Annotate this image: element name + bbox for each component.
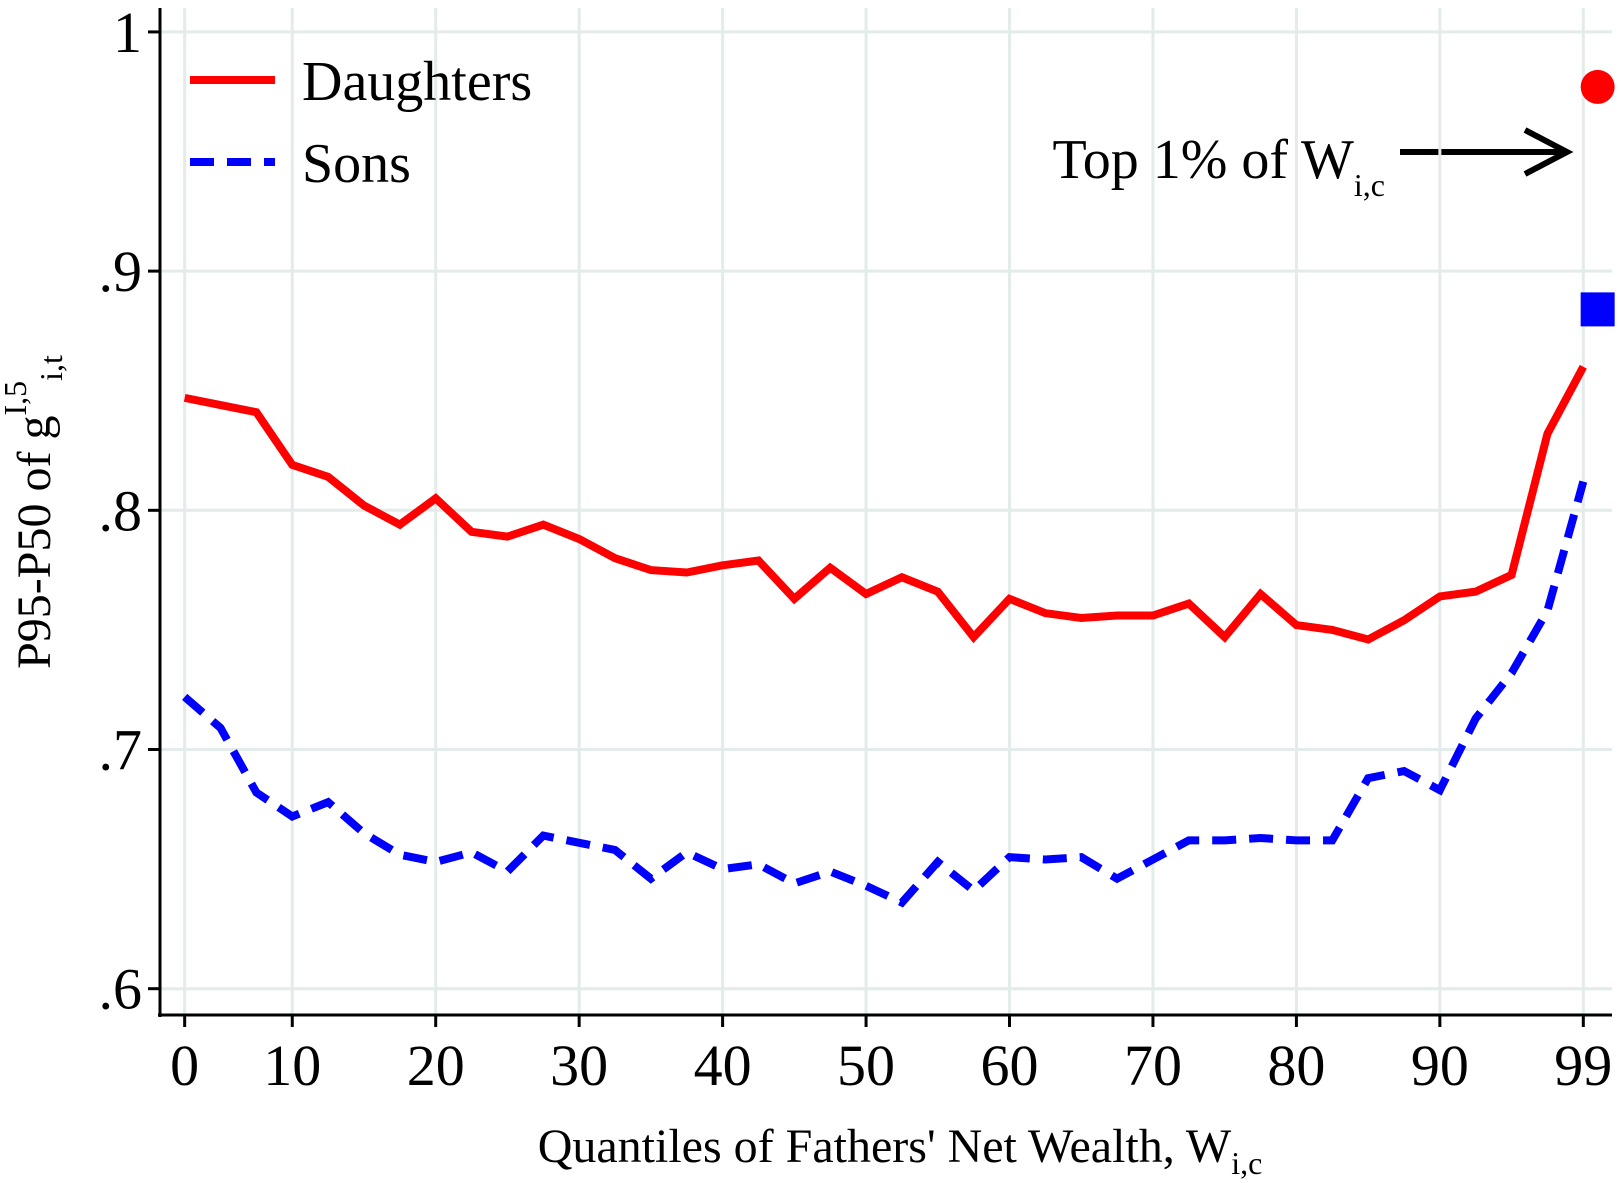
y-axis-title: P95-P50 of gI,5i,t xyxy=(0,355,69,669)
x-axis-title: Quantiles of Fathers' Net Wealth, Wi,c xyxy=(538,1120,1263,1181)
x-tick-label: 70 xyxy=(1124,1033,1182,1098)
y-axis-title-sup: I,5 xyxy=(0,381,33,416)
x-tick-label: 10 xyxy=(263,1033,321,1098)
legend-label: Sons xyxy=(302,133,411,195)
x-tick-label: 99 xyxy=(1554,1033,1612,1098)
x-axis-title-text: Quantiles of Fathers' Net Wealth, W xyxy=(538,1120,1232,1173)
legend-label: Daughters xyxy=(302,51,532,113)
x-tick-label: 60 xyxy=(981,1033,1039,1098)
x-tick-label: 50 xyxy=(837,1033,895,1098)
annotation-arrow xyxy=(1400,127,1574,177)
x-tick-label: 30 xyxy=(550,1033,608,1098)
x-tick-label: 80 xyxy=(1267,1033,1325,1098)
x-tick-label: 0 xyxy=(170,1033,199,1098)
series-line xyxy=(183,364,1587,644)
y-tick-label: .7 xyxy=(99,717,143,782)
y-tick-label: .8 xyxy=(99,478,143,543)
annotation-sub: i,c xyxy=(1354,167,1385,203)
y-tick-label: 1 xyxy=(113,0,142,65)
grid xyxy=(160,8,1612,1015)
x-tick-label: 90 xyxy=(1411,1033,1469,1098)
arrow-head xyxy=(1523,127,1574,177)
y-axis-title-text: P95-P50 of g xyxy=(8,416,61,669)
series-line xyxy=(182,480,1588,908)
y-tick-label: .6 xyxy=(99,957,143,1022)
annotation-text: Top 1% of W xyxy=(1052,129,1354,191)
x-axis-title-sub: i,c xyxy=(1231,1145,1262,1181)
y-tick-label: .9 xyxy=(99,239,143,304)
y-axis-title-sub: i,t xyxy=(33,355,69,381)
annotation: Top 1% of Wi,c xyxy=(1052,129,1385,203)
x-tick-label: 40 xyxy=(694,1033,752,1098)
x-tick-label: 20 xyxy=(407,1033,465,1098)
top1-marker xyxy=(1580,69,1615,104)
top1-marker xyxy=(1580,292,1615,327)
